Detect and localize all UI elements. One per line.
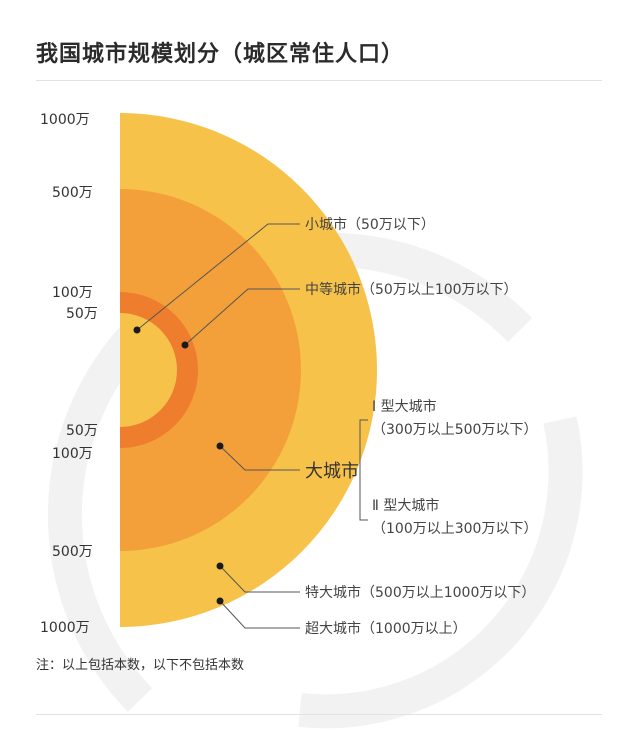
bracket-large-types [359, 419, 368, 521]
label-super-large-city: 超大城市（1000万以上） [305, 620, 467, 637]
footnote: 注：以上包括本数，以下不包括本数 [36, 658, 245, 673]
leader-medium [184, 288, 300, 346]
leader-lines [136, 223, 368, 629]
scale-label-bottom-100: 100万 [52, 446, 93, 462]
scale-label-bottom-500: 500万 [52, 544, 93, 560]
label-large-city: 大城市 [305, 461, 359, 482]
leader-extra-large [219, 565, 300, 593]
scale-label-top-1000: 1000万 [40, 112, 90, 128]
label-medium-city: 中等城市（50万以上100万以下） [305, 281, 518, 298]
marker-dots [133, 326, 224, 605]
page-title: 我国城市规模划分（城区常住人口） [36, 42, 405, 67]
scale-label-bottom-1000: 1000万 [40, 620, 90, 636]
scale-label-top-100: 100万 [52, 285, 93, 301]
label-small-city: 小城市（50万以下） [305, 216, 435, 233]
scale-label-bottom-50: 50万 [66, 423, 98, 439]
label-type2-range: （100万以上300万以下） [372, 521, 537, 537]
bottom-divider [36, 714, 602, 715]
title-divider [36, 80, 602, 81]
leader-small [136, 223, 300, 331]
leader-super-large [219, 600, 300, 629]
leader-large [219, 445, 300, 471]
dot-super-large [216, 597, 224, 605]
large-city-band [120, 189, 301, 551]
scale-label-top-500: 500万 [52, 185, 93, 201]
dot-large [216, 442, 224, 450]
dot-medium [181, 341, 189, 349]
label-type1-large-city: Ⅰ 型大城市 [372, 398, 437, 415]
dot-extra-large [216, 562, 224, 570]
label-type1-range: （300万以上500万以下） [372, 422, 537, 438]
scale-label-top-50: 50万 [66, 306, 98, 322]
label-extra-large-city: 特大城市（500万以上1000万以下） [305, 584, 535, 601]
label-type2-large-city: Ⅱ 型大城市 [372, 497, 439, 514]
dot-small [133, 326, 141, 334]
small-city-core [120, 313, 177, 427]
